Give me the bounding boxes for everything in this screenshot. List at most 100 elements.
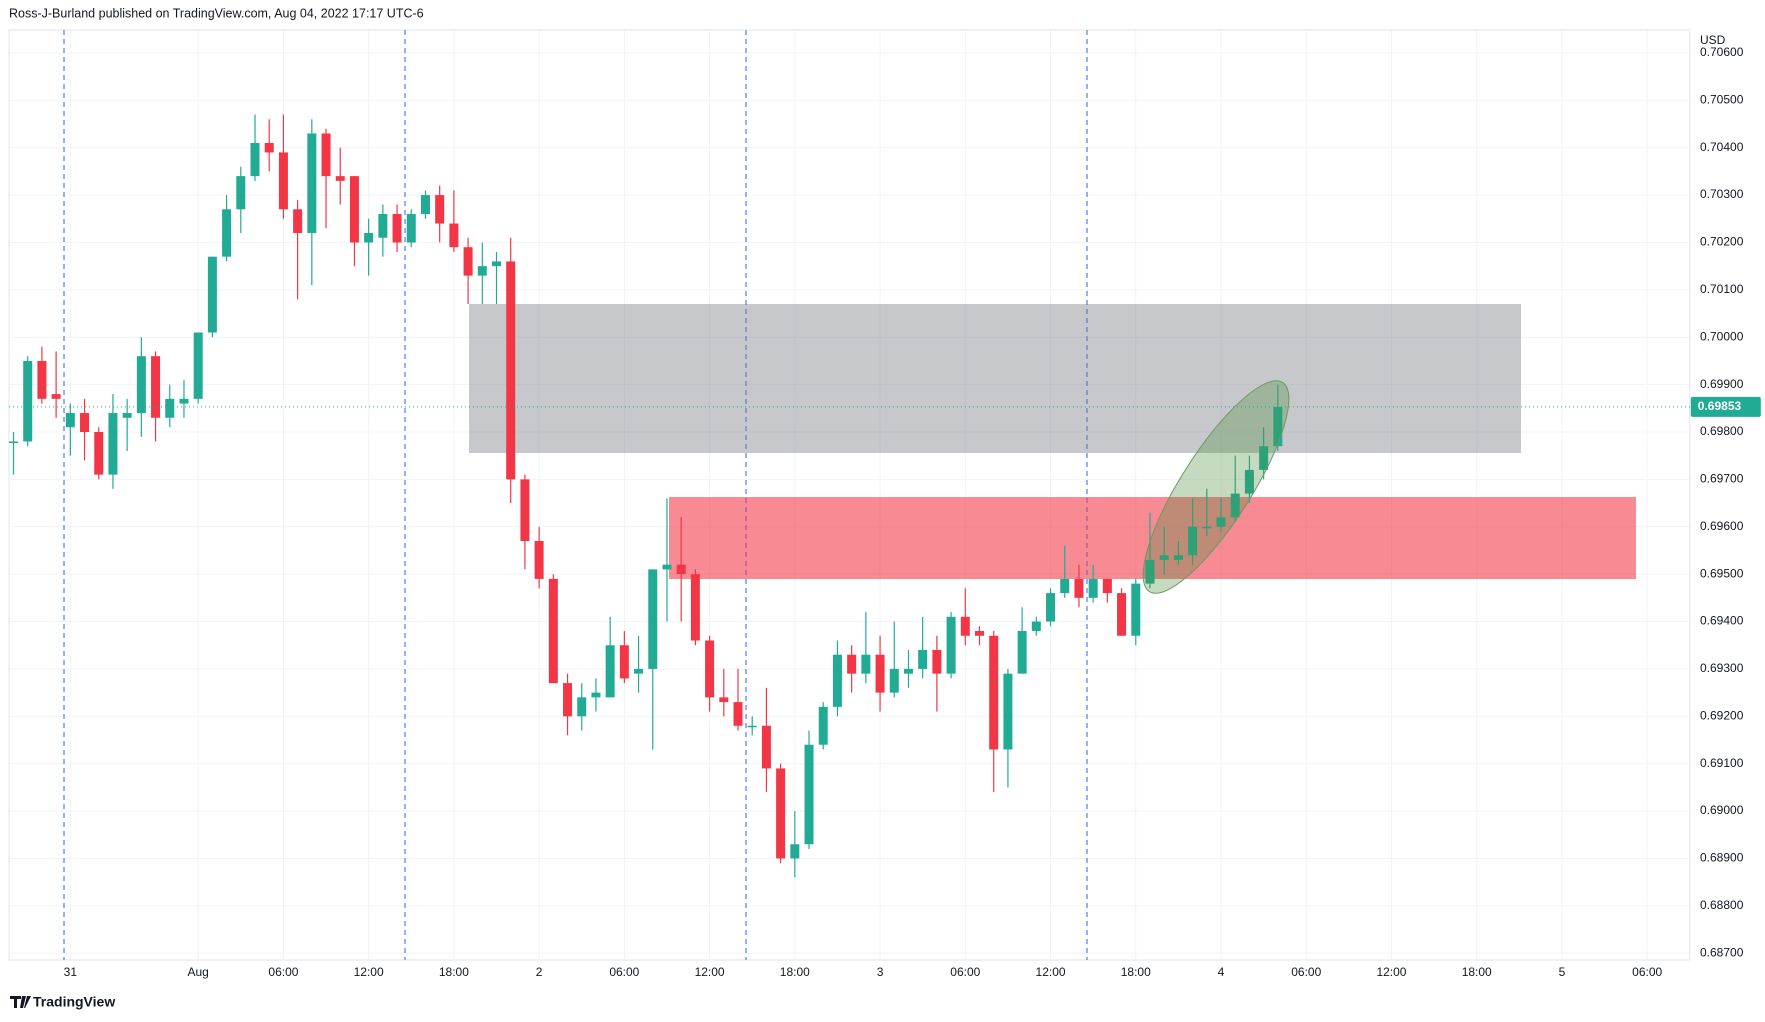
candle-body [406, 214, 416, 243]
candle-body [1244, 469, 1254, 494]
candle-body [548, 578, 558, 684]
y-tick-label: 0.70000 [1700, 329, 1744, 343]
candle-body [463, 247, 473, 276]
plot-frame [8, 29, 1691, 961]
highlight-ellipse [1142, 380, 1290, 594]
y-tick-label: 0.69600 [1700, 519, 1744, 533]
x-tick-label: 4 [1218, 965, 1225, 979]
candle-body [989, 635, 999, 750]
candle-body [349, 176, 359, 243]
candle-body [861, 654, 871, 674]
last-price-label: 0.69853 [1698, 399, 1742, 413]
candle-body [108, 413, 118, 475]
y-tick-label: 0.69200 [1700, 708, 1744, 722]
candle-body [946, 616, 956, 674]
candle-body [960, 616, 970, 636]
x-tick-label: 06:00 [1291, 965, 1321, 979]
last-price-box [1690, 396, 1761, 417]
candle-body [1017, 631, 1027, 674]
candle-body [1060, 578, 1070, 594]
y-tick-label: 0.70500 [1700, 92, 1744, 106]
candle-body [705, 640, 715, 698]
y-tick-label: 0.70200 [1700, 235, 1744, 249]
y-tick-label: 0.68700 [1700, 945, 1744, 959]
candle-body [207, 256, 217, 333]
candle-body [151, 356, 161, 418]
x-tick-label: 12:00 [354, 965, 384, 979]
candle-body [818, 706, 828, 745]
candle-body [278, 152, 288, 210]
candle-body [605, 645, 615, 698]
candle-body [435, 195, 445, 224]
candle-body [648, 569, 658, 669]
x-tick-label: 3 [877, 965, 884, 979]
candle-body [136, 356, 146, 414]
candle-body [293, 209, 303, 233]
candle-body [1131, 583, 1141, 636]
header: Ross-J-Burland published on TradingView.… [9, 6, 424, 20]
candle-body [37, 360, 47, 399]
candle-body [1188, 526, 1198, 556]
candle-body [449, 223, 459, 248]
candle-body [364, 232, 374, 243]
x-tick-label: 12:00 [695, 965, 725, 979]
candle-body [918, 649, 928, 669]
candle-body [1046, 593, 1056, 622]
candle-body [1117, 593, 1127, 636]
x-tick-label: 12:00 [1376, 965, 1406, 979]
x-tick-label: 5 [1559, 965, 1566, 979]
candle-body [23, 360, 33, 442]
candle-body [875, 654, 885, 693]
candle-body [903, 668, 913, 674]
candle-body [889, 668, 899, 693]
candle-body [307, 133, 317, 233]
candles [9, 114, 1283, 878]
footer-brand: TradingView [33, 994, 115, 1010]
x-tick-label: 06:00 [1632, 965, 1662, 979]
candle-body [222, 209, 232, 257]
candle-body [761, 725, 771, 769]
candle-body [747, 725, 757, 728]
candle-body [662, 564, 672, 570]
candle-body [733, 702, 743, 726]
candle-body [506, 261, 516, 480]
y-tick-label: 0.69300 [1700, 661, 1744, 675]
candle-body [477, 266, 487, 276]
y-tick-label: 0.69100 [1700, 756, 1744, 770]
x-tick-label: 2 [536, 965, 543, 979]
candle-body [577, 697, 587, 717]
y-axis-label: USD [1700, 33, 1726, 47]
candle-body [378, 214, 388, 238]
candle-body [676, 564, 686, 575]
candle-body [1003, 673, 1013, 750]
candle-body [634, 668, 644, 674]
candle-body [165, 398, 175, 418]
candle-body [80, 413, 90, 432]
y-tick-label: 0.69500 [1700, 566, 1744, 580]
x-tick-label: 06:00 [268, 965, 298, 979]
x-tick-label: 12:00 [1036, 965, 1066, 979]
y-tick-label: 0.69800 [1700, 424, 1744, 438]
candle-body [1088, 578, 1098, 598]
candle-body [94, 432, 104, 475]
candle-body [790, 844, 800, 859]
candle-body [65, 413, 75, 428]
candle-body [563, 683, 573, 717]
candle-body [1031, 621, 1041, 632]
candle-body [51, 394, 61, 399]
candle-body [392, 214, 402, 243]
y-tick-label: 0.69900 [1700, 377, 1744, 391]
y-tick-label: 0.68800 [1700, 898, 1744, 912]
x-tick-label: 06:00 [609, 965, 639, 979]
candle-body [534, 540, 544, 579]
candle-body [804, 744, 814, 845]
candle-body [776, 768, 786, 859]
x-tick-label: 31 [64, 965, 78, 979]
candle-body [619, 645, 629, 679]
candle-body [250, 142, 260, 177]
y-tick-label: 0.70600 [1700, 45, 1744, 59]
candle-body [122, 413, 132, 418]
candle-body [179, 398, 189, 404]
